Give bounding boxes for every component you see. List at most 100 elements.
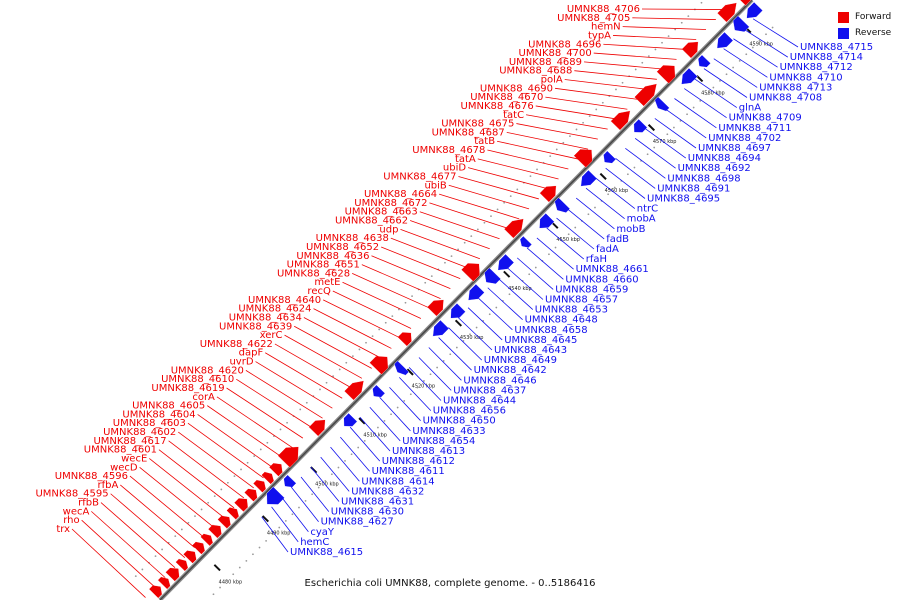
forward-gene-arrow [739, 0, 752, 6]
gc-dot [404, 301, 407, 304]
reverse-gene-label: UMNK88_4708 [749, 93, 822, 104]
forward-gene-label: UMNK88_4678 [412, 145, 485, 156]
gc-dot [291, 513, 294, 516]
gc-dot [271, 533, 274, 536]
gc-dot [378, 328, 381, 331]
reverse-label-leader [487, 287, 523, 320]
forward-gene-label: metE [314, 277, 340, 288]
gc-dot [416, 386, 419, 389]
forward-gene-label: UMNK88_4610 [161, 374, 234, 385]
gc-dot [238, 566, 241, 569]
forward-gene-label: UMNK88_4672 [354, 198, 427, 209]
reverse-gene-arrow [266, 486, 285, 505]
reverse-gene-label: hemC [300, 537, 329, 548]
forward-gene-arrow [397, 331, 412, 347]
reverse-gene-arrow [746, 1, 763, 19]
reverse-label-leader [644, 128, 687, 159]
gc-dot [673, 126, 675, 129]
gc-dot [279, 428, 282, 431]
gc-dot [337, 466, 340, 469]
forward-gene-label: UMNK88_4677 [383, 171, 456, 182]
reverse-gene-label: UMNK88_4691 [657, 183, 730, 194]
reverse-label-leader [536, 237, 574, 270]
reverse-gene-arrow [633, 118, 648, 133]
reverse-label-leader [664, 108, 707, 139]
gc-dot [582, 121, 584, 124]
forward-gene-arrow [191, 541, 206, 555]
gc-dot [325, 381, 328, 384]
forward-gene-label: UMNK88_4604 [122, 409, 195, 420]
axis-tick [696, 75, 704, 83]
gc-dot [436, 366, 439, 369]
forward-label-leader [622, 26, 707, 30]
gc-dot [305, 401, 308, 404]
reverse-gene-label: UMNK88_4627 [321, 517, 394, 528]
forward-gene-label: UMNK88_4628 [277, 268, 350, 279]
forward-gene-label: UMNK88_4619 [151, 383, 224, 394]
axis-tick-label: 4530 kbp [460, 335, 484, 341]
gc-dot [667, 35, 670, 38]
forward-gene-label: UMNK88_4652 [306, 242, 379, 253]
forward-gene-arrow [539, 185, 557, 203]
gc-dot [424, 281, 427, 284]
reverse-gene-label: UMNK88_4659 [555, 284, 628, 295]
reverse-gene-arrow [283, 474, 297, 488]
forward-gene-label: UMNK88_4603 [113, 418, 186, 429]
gc-dot [674, 28, 677, 31]
reverse-label-leader [271, 506, 299, 543]
forward-label-leader [332, 290, 412, 329]
reverse-gene-arrow [484, 267, 501, 285]
gc-dot [732, 66, 735, 69]
forward-label-leader [120, 484, 195, 549]
gc-dot [555, 148, 558, 151]
gc-dot [363, 439, 366, 442]
legend-forward-swatch [838, 11, 849, 23]
reverse-label-leader [340, 436, 370, 472]
forward-gene-arrow [717, 2, 737, 23]
gc-dot [233, 475, 236, 478]
forward-label-leader [439, 193, 520, 220]
forward-label-leader [91, 511, 166, 578]
forward-gene-label: rho [63, 515, 79, 526]
reverse-label-leader [575, 197, 615, 230]
axis-tick [358, 417, 366, 425]
gc-dot [615, 88, 617, 91]
gc-dot [758, 39, 761, 42]
forward-gene-label: wecA [63, 506, 90, 517]
gc-dot [298, 506, 300, 509]
gc-dot [225, 579, 228, 582]
forward-gene-label: UMNK88_4689 [509, 57, 582, 68]
forward-gene-arrow [573, 148, 593, 168]
forward-gene-label: typA [588, 30, 611, 41]
reverse-gene-label: mobA [627, 214, 656, 225]
gc-dot [457, 248, 460, 251]
gc-dot [304, 499, 307, 502]
gc-dot [751, 46, 754, 49]
reverse-label-leader [615, 157, 656, 189]
gc-dot [496, 208, 499, 211]
gc-dot [423, 379, 425, 382]
gc-dot [246, 461, 249, 464]
reverse-gene-label: UMNK88_4711 [718, 123, 791, 134]
reverse-label-leader [625, 147, 666, 179]
forward-gene-label: UMNK88_4690 [480, 83, 553, 94]
gc-dot [213, 495, 216, 498]
reverse-label-leader [566, 207, 605, 240]
reverse-label-leader [733, 38, 778, 68]
gc-dot [390, 413, 392, 416]
forward-label-leader [516, 123, 598, 140]
reverse-gene-label: UMNK88_4632 [351, 486, 424, 497]
reverse-label-leader [408, 367, 442, 401]
reverse-gene-label: UMNK88_4642 [474, 365, 547, 376]
forward-label-leader [294, 325, 372, 369]
axis-tick-label: 4550 kbp [556, 237, 580, 243]
gc-dot [567, 233, 570, 236]
gc-dot [607, 193, 610, 196]
gc-dot [463, 241, 466, 244]
reverse-gene-label: UMNK88_4612 [382, 456, 455, 467]
reverse-label-leader [428, 347, 462, 381]
forward-gene-arrow [681, 41, 699, 59]
gc-dot [286, 421, 288, 424]
reverse-label-leader [448, 327, 483, 361]
gc-dot [666, 133, 669, 136]
